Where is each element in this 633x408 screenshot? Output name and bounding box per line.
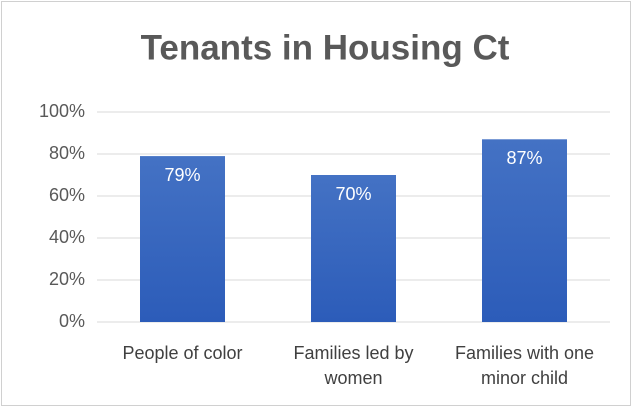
x-tick-label: Families led by women [293, 343, 414, 388]
y-tick-label: 40% [49, 227, 85, 247]
x-tick-label: Families with one minor child [454, 343, 595, 388]
y-tick-label: 60% [49, 185, 85, 205]
data-label: 70% [335, 184, 371, 204]
chart-title: Tenants in Housing Ct [141, 28, 510, 67]
y-tick-label: 100% [39, 101, 85, 121]
data-label: 87% [506, 148, 542, 168]
y-tick-label: 0% [59, 311, 85, 331]
bar [311, 175, 396, 322]
x-tick-label: People of color [122, 343, 243, 363]
bar [140, 156, 225, 322]
bar [482, 139, 567, 322]
data-label: 79% [164, 165, 200, 185]
y-tick-label: 80% [49, 143, 85, 163]
y-tick-label: 20% [49, 269, 85, 289]
